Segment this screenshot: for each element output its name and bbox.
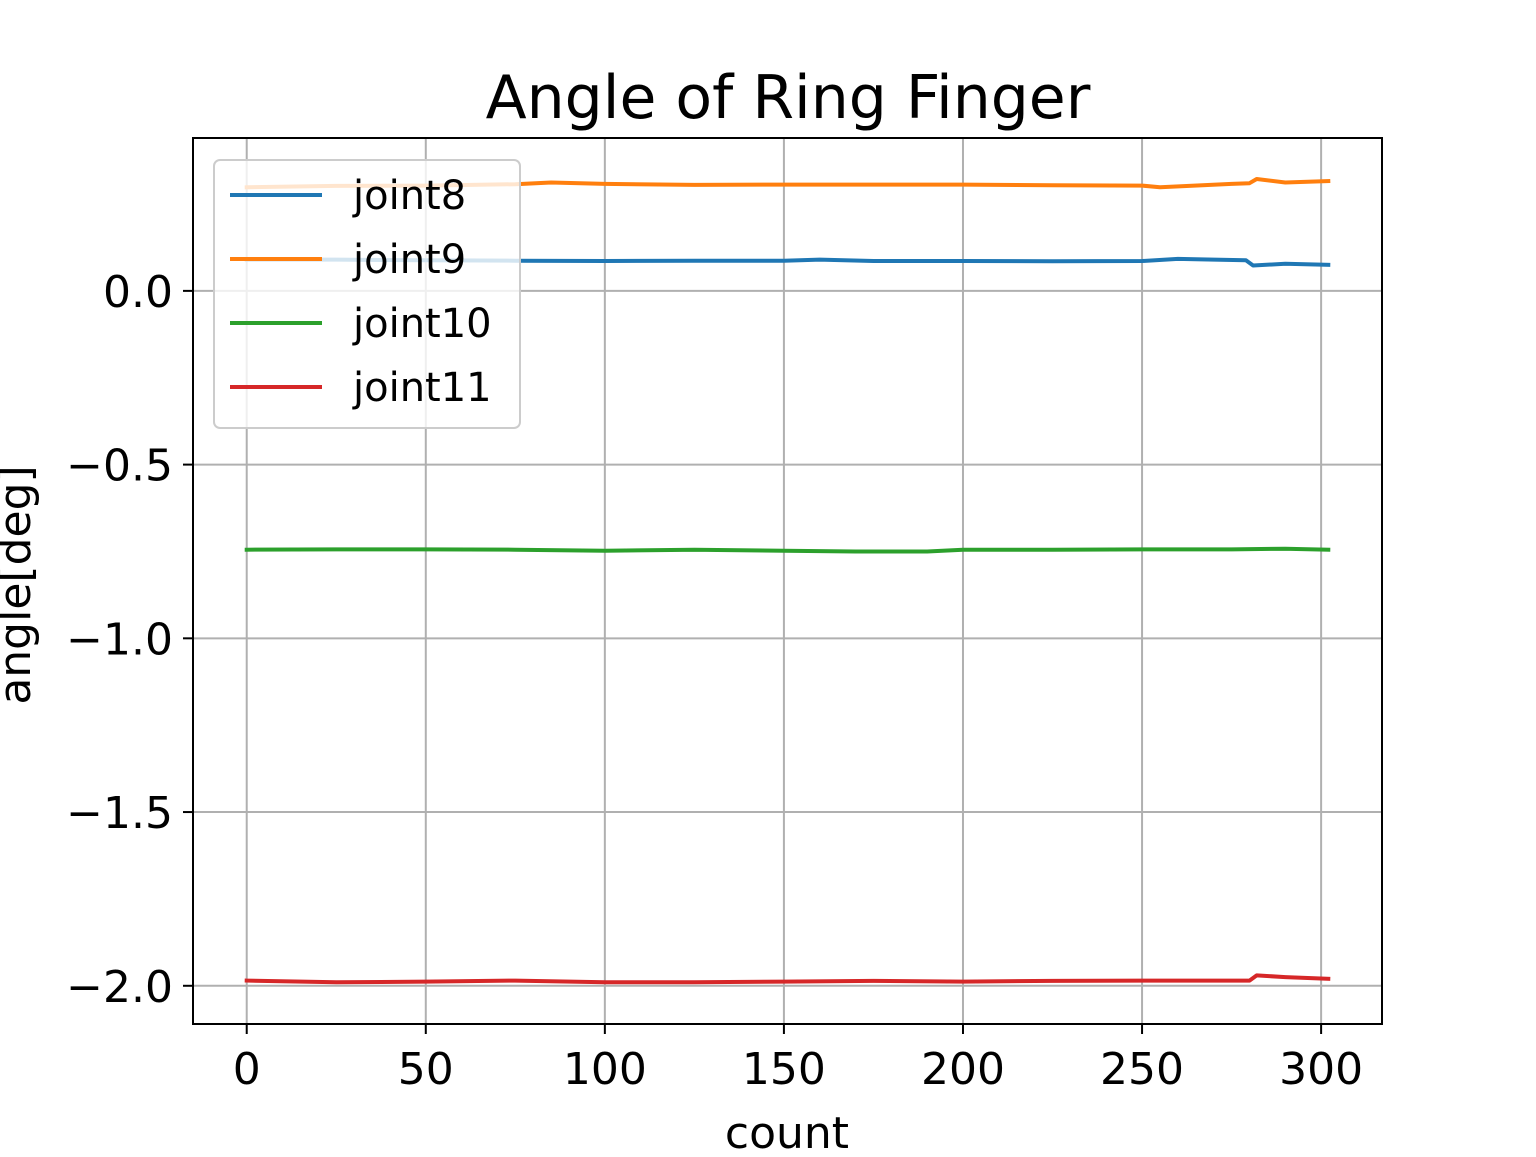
x-tick-label: 200	[921, 1044, 1005, 1095]
y-tick-label: −1.5	[66, 788, 173, 839]
x-tick-label: 100	[563, 1044, 647, 1095]
y-tick-label: 0.0	[103, 267, 173, 318]
y-tick-label: −2.0	[66, 962, 173, 1013]
legend-label: joint9	[352, 237, 466, 283]
plot-frame	[192, 137, 1383, 1025]
legend: joint8 joint9 joint10 joint11	[213, 159, 521, 429]
x-tick-label: 50	[398, 1044, 454, 1095]
x-tick-label: 0	[233, 1044, 261, 1095]
series-line-joint10	[244, 546, 1331, 554]
x-tick-label: 250	[1100, 1044, 1184, 1095]
x-tick-label: 300	[1279, 1044, 1363, 1095]
y-tick-label: −0.5	[66, 441, 173, 492]
x-axis-label: count	[725, 1108, 849, 1152]
legend-label: joint8	[352, 173, 466, 219]
chart-title: Angle of Ring Finger	[486, 63, 1091, 133]
y-axis-label: angle[deg]	[0, 465, 41, 704]
legend-label: joint11	[352, 365, 492, 411]
legend-label: joint10	[352, 301, 492, 347]
legend-box	[213, 159, 521, 429]
y-tick-label: −1.0	[66, 614, 173, 665]
axis-ticks: 0 50 100 150 200 250 300 0.0 −0.5 −1.0 −1.5 −2.0	[66, 267, 1363, 1095]
series-line-joint11	[244, 973, 1331, 985]
x-tick-label: 150	[742, 1044, 826, 1095]
